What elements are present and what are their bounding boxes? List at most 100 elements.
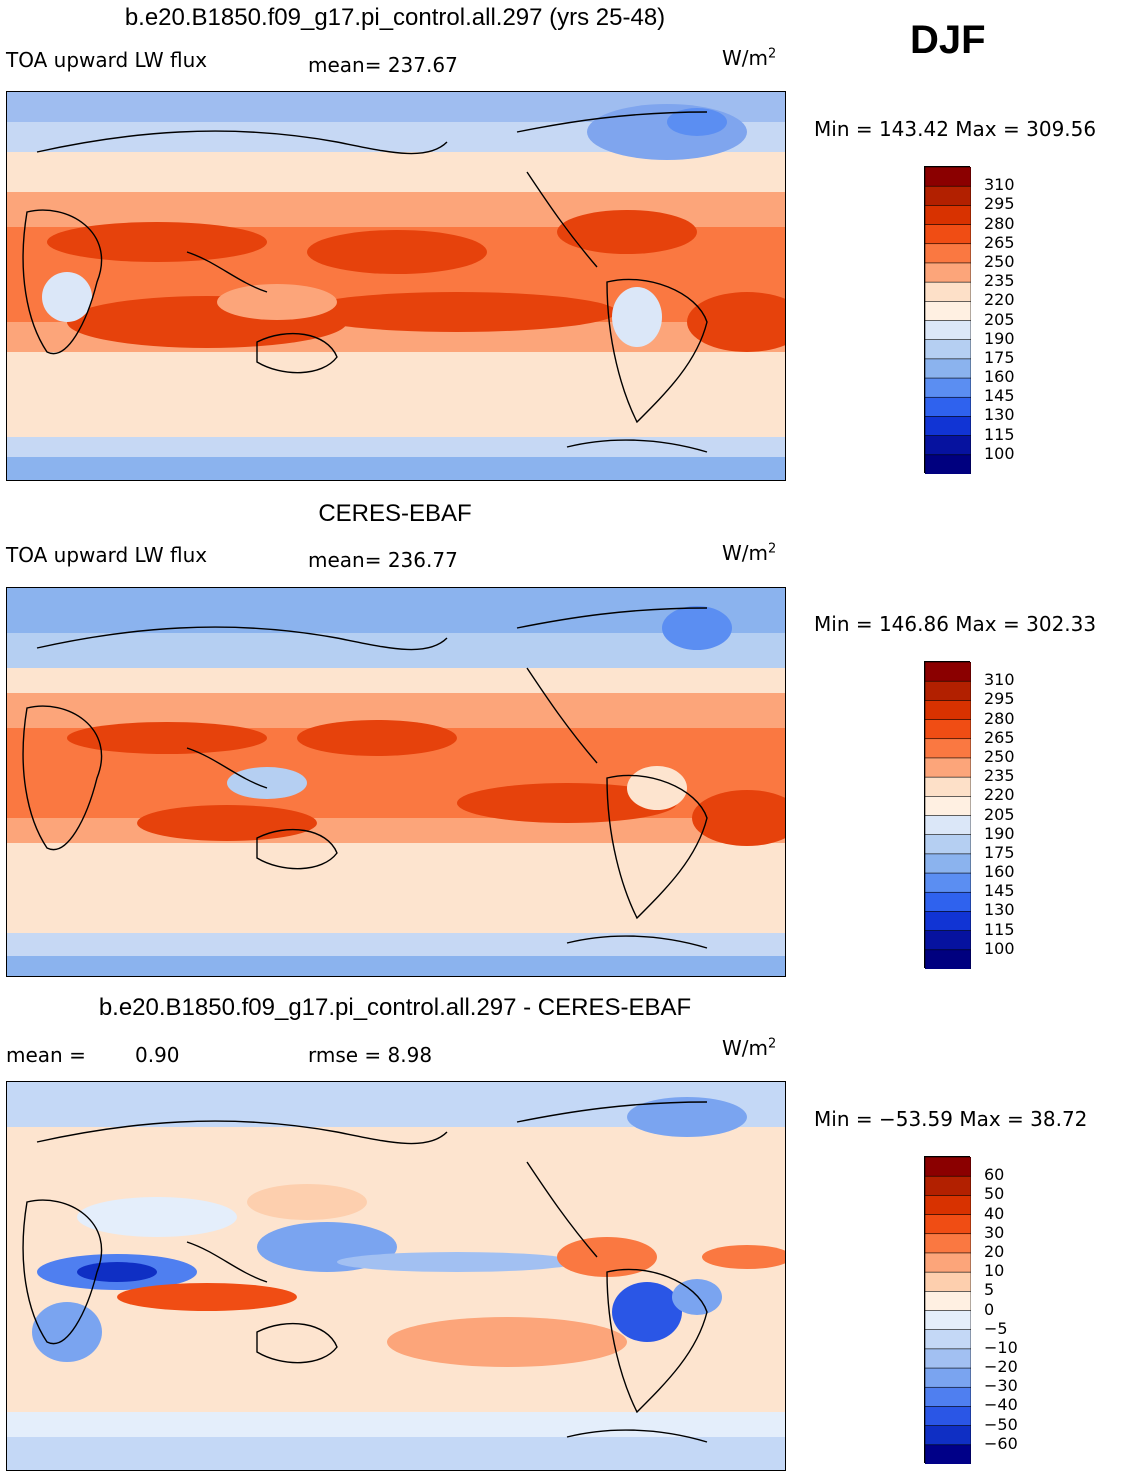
colorbar-tick-label: −40 (984, 1395, 1018, 1415)
colorbar-swatch (924, 1406, 972, 1427)
panel-1-colorbar-box (924, 166, 972, 475)
colorbar-tick-label: 175 (984, 347, 1015, 367)
colorbar-tick-label: −50 (984, 1414, 1018, 1434)
panel-1-mean: mean= 237.67 (308, 53, 458, 77)
panel-3-colorbar-swatches (924, 1156, 972, 1465)
panel-3-minmax: Min = −53.59 Max = 38.72 (814, 1107, 1088, 1131)
colorbar-swatch (924, 435, 972, 456)
colorbar-swatch (924, 320, 972, 341)
panel-2-mean: mean= 236.77 (308, 548, 458, 572)
colorbar-tick-label: 310 (984, 670, 1015, 690)
colorbar-swatch (924, 1271, 972, 1292)
colorbar-tick-label: 115 (984, 424, 1015, 444)
colorbar-swatch (924, 1444, 972, 1465)
colorbar-swatch (924, 1310, 972, 1331)
colorbar-swatch (924, 911, 972, 932)
colorbar-swatch (924, 949, 972, 970)
colorbar-tick-label: 205 (984, 309, 1015, 329)
colorbar-swatch (924, 776, 972, 797)
colorbar-swatch (924, 301, 972, 322)
colorbar-tick-label: −30 (984, 1376, 1018, 1396)
panel-1-units: W/m2 (722, 46, 777, 70)
colorbar-tick-label: 250 (984, 746, 1015, 766)
colorbar-swatch (924, 891, 972, 913)
colorbar-tick-label: 40 (984, 1203, 1005, 1223)
colorbar-swatch (924, 700, 972, 721)
colorbar-swatch (924, 1425, 972, 1446)
colorbar-swatch (924, 166, 972, 187)
season-label: DJF (910, 18, 986, 62)
colorbar-tick-label: 265 (984, 727, 1015, 747)
colorbar-swatch (924, 358, 972, 379)
colorbar-swatch (924, 661, 972, 682)
panel-1-map (6, 91, 786, 481)
colorbar-swatch (924, 1329, 972, 1350)
colorbar-swatch (924, 1291, 972, 1312)
panel-2-variable: TOA upward LW flux (6, 543, 208, 567)
colorbar-tick-label: 235 (984, 271, 1015, 291)
colorbar-swatch (924, 1175, 972, 1196)
colorbar-swatch (924, 853, 972, 874)
colorbar-tick-label: 100 (984, 938, 1015, 958)
colorbar-tick-label: 220 (984, 290, 1015, 310)
colorbar-tick-label: 60 (984, 1165, 1005, 1185)
colorbar-swatch (924, 872, 972, 893)
colorbar-swatch (924, 757, 972, 778)
colorbar-tick-label: 100 (984, 443, 1015, 463)
colorbar-tick-label: 130 (984, 405, 1015, 425)
colorbar-swatch (924, 680, 972, 701)
colorbar-tick-label: 130 (984, 900, 1015, 920)
colorbar-swatch (924, 224, 972, 245)
colorbar-swatch (924, 834, 972, 855)
colorbar-swatch (924, 396, 972, 418)
colorbar-swatch (924, 454, 972, 475)
panel-3-map-svg (7, 1082, 785, 1470)
colorbar-tick-label: 265 (984, 232, 1015, 252)
colorbar-tick-label: 190 (984, 823, 1015, 843)
colorbar-tick-label: 20 (984, 1241, 1005, 1261)
panel-2-map-svg (7, 588, 785, 976)
colorbar-tick-label: −10 (984, 1337, 1018, 1357)
colorbar-swatch (924, 1195, 972, 1216)
colorbar-swatch (924, 339, 972, 360)
colorbar-tick-label: −5 (984, 1318, 1008, 1338)
panel-1-map-svg (7, 92, 785, 480)
colorbar-swatch (924, 738, 972, 759)
colorbar-tick-label: 205 (984, 804, 1015, 824)
panel-2-colorbar-swatches (924, 661, 972, 970)
panel-1-minmax: Min = 143.42 Max = 309.56 (814, 117, 1097, 141)
colorbar-tick-label: 160 (984, 367, 1015, 387)
colorbar-tick-label: 10 (984, 1261, 1005, 1281)
colorbar-tick-label: 250 (984, 251, 1015, 271)
panel-1-variable: TOA upward LW flux (6, 48, 208, 72)
panel-3-mean-value: 0.90 (135, 1043, 180, 1067)
panel-3-mean-label: mean = (6, 1043, 86, 1067)
colorbar-swatch (924, 1214, 972, 1235)
colorbar-tick-label: 280 (984, 213, 1015, 233)
colorbar-tick-label: 190 (984, 328, 1015, 348)
panel-3-rmse: rmse = 8.98 (308, 1043, 433, 1067)
colorbar-swatch (924, 1252, 972, 1273)
panel-3-colorbar-box (924, 1156, 972, 1465)
colorbar-tick-label: −60 (984, 1433, 1018, 1453)
colorbar-swatch (924, 243, 972, 264)
panel-1-title: b.e20.B1850.f09_g17.pi_control.all.297 (… (124, 4, 666, 31)
colorbar-swatch (924, 1367, 972, 1388)
colorbar-tick-label: 310 (984, 175, 1015, 195)
panel-3-title: b.e20.B1850.f09_g17.pi_control.all.297 -… (98, 994, 692, 1021)
colorbar-swatch (924, 1348, 972, 1369)
colorbar-tick-label: 145 (984, 386, 1015, 406)
colorbar-tick-label: 5 (984, 1280, 995, 1300)
panel-2-minmax: Min = 146.86 Max = 302.33 (814, 612, 1097, 636)
colorbar-swatch (924, 1386, 972, 1408)
colorbar-tick-label: 50 (984, 1184, 1005, 1204)
colorbar-swatch (924, 281, 972, 302)
colorbar-tick-label: 0 (984, 1299, 995, 1319)
colorbar-tick-label: 295 (984, 194, 1015, 214)
panel-2-map (6, 587, 786, 977)
colorbar-tick-label: 235 (984, 766, 1015, 786)
colorbar-swatch (924, 796, 972, 817)
colorbar-swatch (924, 377, 972, 398)
panel-3-map (6, 1081, 786, 1471)
colorbar-swatch (924, 185, 972, 206)
